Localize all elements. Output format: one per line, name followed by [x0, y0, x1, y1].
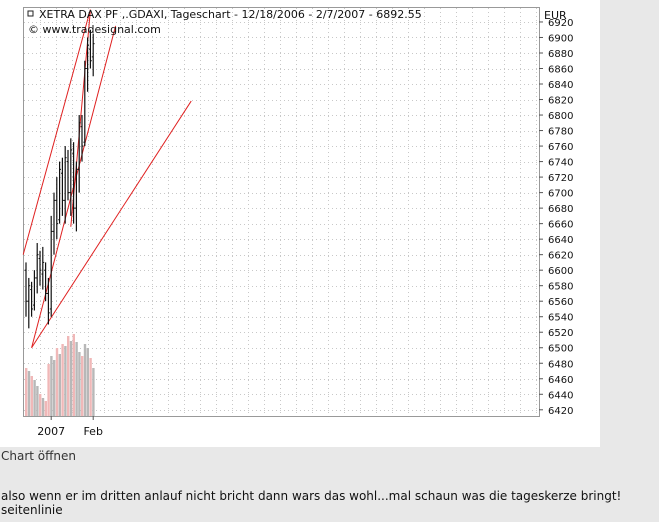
volume-bar: [27, 371, 31, 416]
y-tick-label: 6420: [548, 406, 573, 417]
y-tick-label: 6720: [548, 173, 573, 184]
chart-title-marker: [27, 10, 34, 17]
y-tick-label: 6920: [548, 18, 573, 29]
volume-bar: [89, 358, 92, 416]
y-tick-label: 6560: [548, 297, 573, 308]
y-tick-label: 6480: [548, 359, 573, 370]
chart-title: XETRA DAX PF ,.GDAXI, Tageschart - 12/18…: [39, 8, 422, 21]
y-tick-label: 6580: [548, 282, 573, 293]
volume-bar: [78, 352, 81, 416]
trendline: [22, 9, 91, 255]
x-tick-label: 2007: [37, 425, 65, 438]
y-tick-label: 6640: [548, 235, 573, 246]
price-bars: [24, 29, 95, 329]
volume-bar: [83, 344, 87, 416]
volume-bar: [44, 401, 47, 416]
y-tick-label: 6460: [548, 375, 573, 386]
y-tick-label: 6800: [548, 111, 573, 122]
volume-bar: [81, 356, 84, 416]
volume-bar: [69, 341, 73, 416]
volume-bar: [36, 386, 39, 416]
volume-bar: [33, 380, 36, 416]
y-tick-label: 6700: [548, 189, 573, 200]
y-tick-label: 6840: [548, 80, 573, 91]
volume-bar: [30, 376, 33, 416]
grid: [24, 8, 539, 416]
volume-bar: [55, 348, 59, 416]
y-tick-label: 6500: [548, 344, 573, 355]
trendline: [31, 100, 192, 349]
y-tick-label: 6880: [548, 49, 573, 60]
volume-bars: [25, 334, 95, 416]
volume-bar: [86, 348, 89, 416]
volume-bar: [75, 342, 78, 416]
post-line-2: seitenlinie: [1, 503, 63, 517]
open-chart-link[interactable]: Chart öffnen: [1, 449, 76, 463]
y-tick-label: 6740: [548, 158, 573, 169]
volume-bar: [41, 398, 45, 416]
post-line-1: also wenn er im dritten anlauf nicht bri…: [1, 489, 622, 503]
chart-panel: 6420 6440 6460 6480 6500 6520 6540 6560 6580 6600…: [0, 0, 600, 447]
y-tick-label: 6440: [548, 390, 573, 401]
volume-bar: [25, 368, 28, 416]
y-tick-label: 6820: [548, 96, 573, 107]
y-tick-label: 6520: [548, 328, 573, 339]
y-tick-label: 6860: [548, 65, 573, 76]
volume-bar: [61, 344, 64, 416]
volume-bar: [39, 394, 42, 416]
volume-bar: [92, 368, 95, 416]
y-tick-label: 6760: [548, 142, 573, 153]
volume-bar: [50, 356, 53, 416]
y-tick-label: 6660: [548, 220, 573, 231]
volume-bar: [53, 360, 56, 416]
x-axis-ticks: 2007 Feb: [37, 416, 103, 438]
volume-bar: [67, 336, 70, 416]
volume-bar: [64, 346, 67, 416]
post-text: also wenn er im dritten anlauf nicht bri…: [1, 489, 657, 517]
y-tick-label: 6780: [548, 127, 573, 138]
price-chart: 6420 6440 6460 6480 6500 6520 6540 6560 6580 6600…: [22, 7, 573, 438]
y-tick-label: 6540: [548, 313, 573, 324]
x-tick-label: Feb: [83, 425, 102, 438]
volume-bar: [58, 354, 61, 416]
chart-source: © www.tradesignal.com: [28, 23, 161, 36]
y-tick-label: 6680: [548, 204, 573, 215]
volume-bar: [72, 334, 75, 416]
y-axis-ticks: 6420 6440 6460 6480 6500 6520 6540 6560 6580 6600…: [539, 18, 573, 417]
y-tick-label: 6620: [548, 251, 573, 262]
volume-bar: [47, 364, 50, 416]
y-tick-label: 6900: [548, 33, 573, 44]
plot-frame: [23, 7, 540, 417]
currency-label: EUR: [544, 9, 567, 22]
y-tick-label: 6600: [548, 266, 573, 277]
